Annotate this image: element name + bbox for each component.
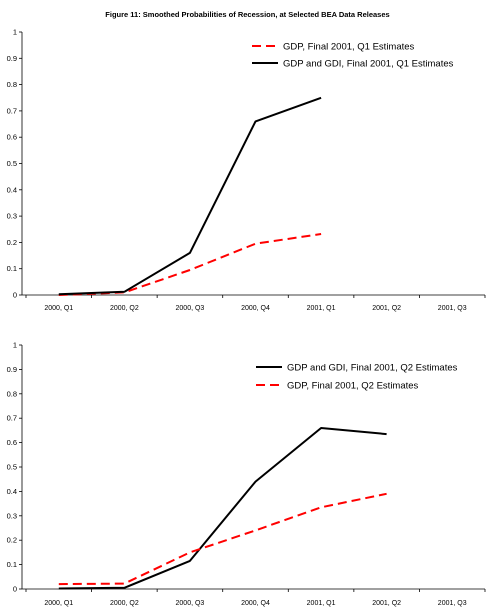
y-tick-label: 1 xyxy=(13,341,17,350)
series-line-2-2 xyxy=(58,492,387,586)
y-tick-label: 0.6 xyxy=(7,438,17,447)
y-tick-label: 0.3 xyxy=(7,212,17,221)
legend-label: GDP, Final 2001, Q2 Estimates xyxy=(287,381,419,392)
series-line-1-1 xyxy=(58,233,322,296)
y-tick-label: 0 xyxy=(13,291,17,300)
y-tick-label: 0.1 xyxy=(7,560,17,569)
y-tick-label: 0.8 xyxy=(7,80,17,89)
x-tick-label: 2001, Q3 xyxy=(438,305,467,312)
y-tick-label: 0.1 xyxy=(7,264,17,273)
y-tick-label: 0 xyxy=(13,585,17,594)
x-tick-label: 2000, Q1 xyxy=(44,600,73,607)
x-tick-label: 2001, Q1 xyxy=(307,305,336,312)
x-tick-label: 2000, Q1 xyxy=(44,305,73,312)
x-tick-label: 2000, Q4 xyxy=(241,600,270,607)
y-tick-label: 0.2 xyxy=(7,238,17,247)
figure-title: Figure 11: Smoothed Probabilities of Rec… xyxy=(105,10,390,19)
x-tick-label: 2000, Q3 xyxy=(176,600,205,607)
y-tick-label: 0.4 xyxy=(7,487,17,496)
y-tick-label: 0.9 xyxy=(7,54,17,63)
y-tick-label: 0.5 xyxy=(7,463,17,472)
x-tick-label: 2000, Q3 xyxy=(176,305,205,312)
y-tick-label: 0.9 xyxy=(7,365,17,374)
legend-label: GDP, Final 2001, Q1 Estimates xyxy=(283,42,415,53)
x-tick-label: 2001, Q3 xyxy=(438,600,467,607)
x-tick-label: 2001, Q2 xyxy=(372,600,401,607)
y-tick-label: 0.6 xyxy=(7,133,17,142)
y-tick-label: 0.3 xyxy=(7,511,17,520)
y-tick-label: 0.7 xyxy=(7,106,17,115)
x-tick-label: 2000, Q4 xyxy=(241,305,270,312)
y-tick-label: 0.2 xyxy=(7,536,17,545)
x-tick-label: 2000, Q2 xyxy=(110,600,139,607)
y-tick-label: 0.5 xyxy=(7,159,17,168)
x-tick-label: 2001, Q1 xyxy=(307,600,336,607)
y-tick-label: 0.7 xyxy=(7,414,17,423)
legend-label: GDP and GDI, Final 2001, Q1 Estimates xyxy=(283,59,454,70)
series-line-2-1 xyxy=(58,427,387,590)
series-line-1-2 xyxy=(58,96,322,296)
legend-label: GDP and GDI, Final 2001, Q2 Estimates xyxy=(287,363,458,374)
x-tick-label: 2001, Q2 xyxy=(372,305,401,312)
y-tick-label: 0.8 xyxy=(7,389,17,398)
x-tick-label: 2000, Q2 xyxy=(110,305,139,312)
y-tick-label: 0.4 xyxy=(7,185,17,194)
y-tick-label: 1 xyxy=(13,28,17,37)
